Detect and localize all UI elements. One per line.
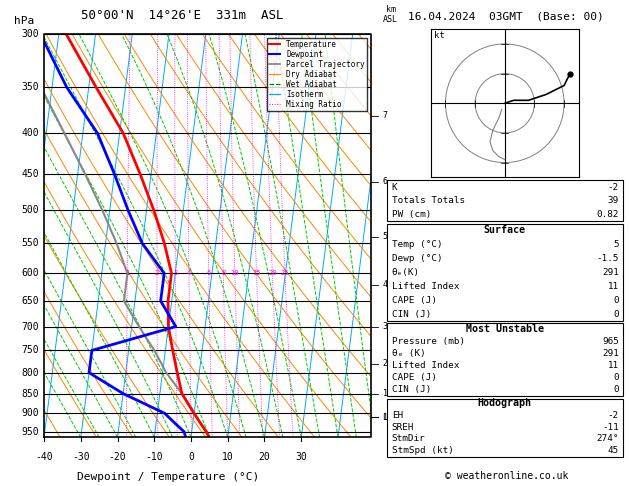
Text: Pressure (mb): Pressure (mb) (392, 337, 465, 346)
Text: km
ASL: km ASL (383, 5, 398, 24)
Text: 500: 500 (21, 206, 39, 215)
Text: Lifted Index: Lifted Index (392, 361, 459, 370)
Text: θₑ(K): θₑ(K) (392, 268, 420, 277)
Text: 20: 20 (259, 451, 270, 462)
Text: 965: 965 (602, 337, 619, 346)
Text: 450: 450 (21, 169, 39, 179)
Text: 45: 45 (608, 446, 619, 455)
Text: kt: kt (433, 31, 444, 40)
Text: Totals Totals: Totals Totals (392, 196, 465, 205)
Text: CIN (J): CIN (J) (392, 385, 431, 394)
Text: 10: 10 (231, 270, 239, 277)
Text: 1: 1 (125, 270, 130, 277)
Text: 274°: 274° (596, 434, 619, 443)
Text: Dewp (°C): Dewp (°C) (392, 254, 442, 263)
Text: 5: 5 (613, 240, 619, 249)
Text: Lifted Index: Lifted Index (392, 282, 459, 291)
Text: -1.5: -1.5 (596, 254, 619, 263)
Text: 20: 20 (268, 270, 277, 277)
Text: LCL: LCL (382, 413, 398, 422)
Text: 291: 291 (602, 268, 619, 277)
Text: 0.82: 0.82 (596, 210, 619, 219)
Text: Surface: Surface (484, 226, 526, 235)
Text: 1: 1 (382, 413, 387, 422)
Text: 0: 0 (613, 296, 619, 305)
Text: StmDir: StmDir (392, 434, 426, 443)
Text: 350: 350 (21, 82, 39, 92)
Text: Most Unstable: Most Unstable (465, 324, 544, 333)
Text: 10: 10 (222, 451, 233, 462)
Text: 1.5: 1.5 (382, 389, 398, 398)
Text: 25: 25 (281, 270, 289, 277)
Text: 5: 5 (382, 232, 387, 242)
Text: -30: -30 (72, 451, 89, 462)
Text: 950: 950 (21, 427, 39, 437)
Text: 50°00'N  14°26'E  331m  ASL: 50°00'N 14°26'E 331m ASL (81, 9, 284, 22)
Text: 4: 4 (187, 270, 191, 277)
Text: CAPE (J): CAPE (J) (392, 373, 437, 382)
Text: 3: 3 (173, 270, 177, 277)
Text: 0: 0 (613, 310, 619, 319)
Text: -2: -2 (608, 183, 619, 191)
Text: Temp (°C): Temp (°C) (392, 240, 442, 249)
Text: 7: 7 (382, 111, 387, 120)
Text: SREH: SREH (392, 423, 415, 432)
Text: 550: 550 (21, 238, 39, 248)
Text: 15: 15 (252, 270, 261, 277)
Text: Mixing Ratio (g/kg): Mixing Ratio (g/kg) (409, 185, 418, 287)
Text: θₑ (K): θₑ (K) (392, 349, 426, 358)
Text: 8: 8 (221, 270, 225, 277)
Text: 0: 0 (613, 385, 619, 394)
Text: 6: 6 (382, 177, 387, 186)
Text: 11: 11 (608, 361, 619, 370)
Text: 900: 900 (21, 408, 39, 418)
Text: -11: -11 (602, 423, 619, 432)
Text: 750: 750 (21, 346, 39, 355)
Text: 30: 30 (296, 451, 307, 462)
Text: 650: 650 (21, 296, 39, 306)
Text: 600: 600 (21, 268, 39, 278)
Text: 850: 850 (21, 389, 39, 399)
Text: Dewpoint / Temperature (°C): Dewpoint / Temperature (°C) (77, 472, 259, 482)
Text: StmSpd (kt): StmSpd (kt) (392, 446, 454, 455)
Text: 0: 0 (188, 451, 194, 462)
Text: -20: -20 (109, 451, 126, 462)
Text: 2: 2 (155, 270, 159, 277)
Text: PW (cm): PW (cm) (392, 210, 431, 219)
Text: 4: 4 (382, 280, 387, 289)
Text: 700: 700 (21, 322, 39, 331)
Text: 16.04.2024  03GMT  (Base: 00): 16.04.2024 03GMT (Base: 00) (408, 12, 604, 22)
Text: 11: 11 (608, 282, 619, 291)
Text: 39: 39 (608, 196, 619, 205)
Legend: Temperature, Dewpoint, Parcel Trajectory, Dry Adiabat, Wet Adiabat, Isotherm, Mi: Temperature, Dewpoint, Parcel Trajectory… (267, 38, 367, 111)
Text: -2: -2 (608, 411, 619, 420)
Text: 300: 300 (21, 29, 39, 39)
Text: -40: -40 (35, 451, 53, 462)
Text: Hodograph: Hodograph (478, 399, 532, 408)
Text: CIN (J): CIN (J) (392, 310, 431, 319)
Text: 2: 2 (382, 360, 387, 368)
Text: K: K (392, 183, 398, 191)
Text: 400: 400 (21, 128, 39, 139)
Text: -10: -10 (145, 451, 163, 462)
Text: 800: 800 (21, 367, 39, 378)
Text: 291: 291 (602, 349, 619, 358)
Text: CAPE (J): CAPE (J) (392, 296, 437, 305)
Text: EH: EH (392, 411, 403, 420)
Text: © weatheronline.co.uk: © weatheronline.co.uk (445, 471, 568, 481)
Text: 0: 0 (613, 373, 619, 382)
Text: hPa: hPa (14, 16, 35, 26)
Text: 6: 6 (206, 270, 211, 277)
Text: 3: 3 (382, 322, 387, 331)
